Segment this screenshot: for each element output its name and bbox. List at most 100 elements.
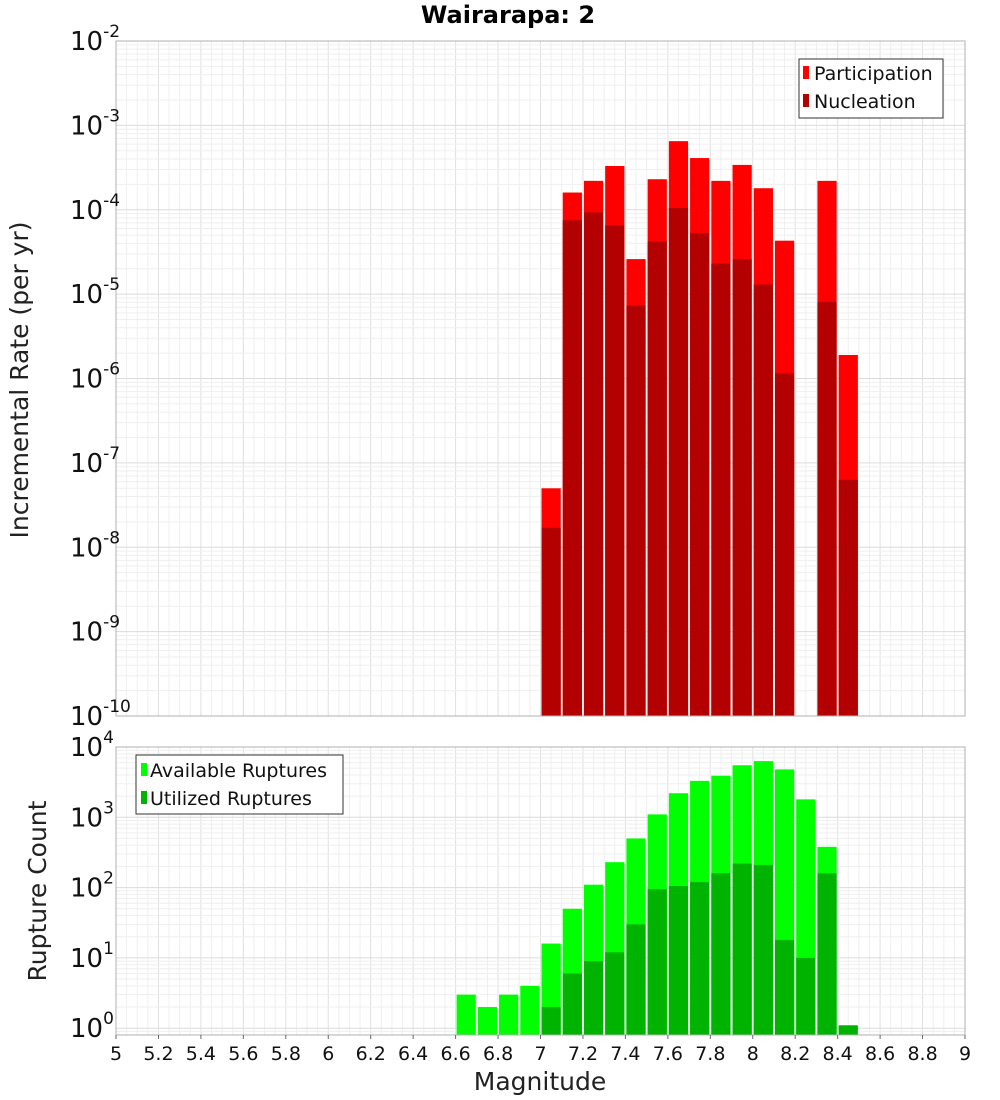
x-tick-label: 8.2 — [780, 1043, 810, 1065]
x-tick-label: 6.4 — [398, 1043, 428, 1065]
count-bar-series-a — [456, 994, 476, 1035]
count-bar-series-a — [477, 1007, 498, 1035]
nucleation-legend-label: Nucleation — [814, 91, 916, 113]
tick-exponent: 0 — [103, 1009, 114, 1029]
x-tick-label: 5.4 — [186, 1043, 216, 1065]
rate-bar-series-b — [774, 373, 795, 716]
rate-bar-series-b — [541, 527, 561, 716]
x-tick-label: 8.8 — [907, 1043, 937, 1065]
tick-base: 10 — [70, 449, 103, 479]
count-bar-series-a — [520, 985, 540, 1035]
x-tick-label: 8.6 — [865, 1043, 895, 1065]
tick-base: 10 — [70, 196, 103, 226]
x-tick-label: 5.2 — [143, 1043, 173, 1065]
available-legend-label: Available Ruptures — [150, 760, 327, 782]
x-tick-label: 8 — [747, 1043, 759, 1065]
tick-exponent: 4 — [103, 728, 114, 748]
count-bar-series-b — [541, 1007, 561, 1035]
count-bars — [456, 761, 858, 1035]
x-tick-label: 8.4 — [823, 1043, 853, 1065]
rate-y-tick-label: 10-4 — [70, 191, 120, 226]
x-tick-label: 9 — [959, 1043, 971, 1065]
count-bar-series-b — [668, 886, 689, 1035]
rate-y-ticks: 10-210-310-410-510-610-710-810-910-10 — [70, 22, 131, 732]
count-bar-series-b — [774, 939, 795, 1035]
tick-base: 10 — [70, 365, 103, 395]
rate-y-tick-label: 10-9 — [70, 613, 120, 648]
tick-exponent: -7 — [103, 444, 120, 464]
tick-exponent: -9 — [103, 613, 120, 633]
count-x-ticks: 5 5.2 5.4 5.6 5.8 6 6.2 6.4 6.6 6.8 7 7.2 7.4 7.6 7.8 8… — [110, 1035, 971, 1065]
tick-exponent: -2 — [103, 22, 120, 42]
tick-exponent: 2 — [103, 869, 114, 889]
count-bar-series-b — [647, 889, 667, 1035]
tick-base: 10 — [70, 111, 103, 141]
count-y-tick-label: 101 — [70, 939, 114, 974]
x-tick-label: 6 — [322, 1043, 334, 1065]
tick-base: 10 — [70, 702, 103, 732]
rate-bar-series-b — [647, 241, 667, 717]
tick-base: 10 — [70, 1014, 103, 1044]
rate-panel: 10-210-310-410-510-610-710-810-910-10 In… — [5, 22, 966, 732]
count-bar-series-b — [690, 882, 710, 1035]
count-y-tick-label: 104 — [70, 728, 114, 763]
tick-base: 10 — [70, 27, 103, 57]
chart-title: Wairarapa: 2 — [421, 1, 595, 29]
count-bar-series-b — [605, 952, 625, 1035]
tick-base: 10 — [70, 874, 103, 904]
rate-bar-series-b — [711, 263, 731, 716]
tick-base: 10 — [70, 733, 103, 763]
count-bar-series-b — [753, 864, 773, 1035]
count-bar-series-b — [626, 924, 646, 1035]
rate-legend: Participation Nucleation — [798, 58, 944, 119]
count-y-tick-label: 103 — [70, 798, 114, 833]
x-tick-label: 6.6 — [440, 1043, 470, 1065]
tick-exponent: -4 — [103, 191, 120, 211]
tick-exponent: -10 — [103, 697, 131, 717]
rate-bar-series-b — [838, 479, 858, 716]
count-bar-series-a — [499, 994, 519, 1035]
rate-y-tick-label: 10-6 — [70, 360, 120, 395]
rate-bar-series-b — [732, 259, 752, 716]
x-tick-label: 5 — [110, 1043, 122, 1065]
count-bar-series-b — [732, 863, 752, 1035]
rate-bars — [541, 141, 858, 717]
count-y-axis-label: Rupture Count — [23, 800, 52, 981]
tick-base: 10 — [70, 618, 103, 648]
rate-y-tick-label: 10-7 — [70, 444, 120, 479]
tick-base: 10 — [70, 803, 103, 833]
rate-bar-series-b — [817, 301, 837, 716]
tick-base: 10 — [70, 280, 103, 310]
x-tick-label: 7.4 — [610, 1043, 640, 1065]
utilized-legend-label: Utilized Ruptures — [150, 788, 312, 810]
rate-y-axis-label: Incremental Rate (per yr) — [5, 222, 34, 539]
rate-y-tick-label: 10-10 — [70, 697, 131, 732]
rate-bar-series-b — [753, 284, 773, 716]
count-y-tick-label: 100 — [70, 1009, 114, 1044]
rate-bar-series-b — [690, 233, 710, 716]
rate-bar-series-b — [605, 225, 625, 716]
x-tick-label: 7.6 — [653, 1043, 683, 1065]
x-tick-label: 5.6 — [228, 1043, 258, 1065]
count-bar-series-b — [796, 957, 816, 1035]
count-y-tick-label: 102 — [70, 869, 114, 904]
rate-y-tick-label: 10-3 — [70, 106, 120, 141]
x-tick-label: 7.2 — [568, 1043, 598, 1065]
rate-bar-series-b — [562, 220, 582, 717]
participation-legend-swatch — [803, 66, 809, 79]
tick-exponent: -8 — [103, 528, 120, 548]
count-legend-box — [135, 754, 344, 815]
tick-exponent: 1 — [103, 939, 114, 959]
tick-exponent: -5 — [103, 275, 120, 295]
rate-bar-series-b — [626, 305, 646, 716]
x-tick-label: 7.8 — [695, 1043, 725, 1065]
rate-grid — [115, 40, 966, 717]
tick-base: 10 — [70, 533, 103, 563]
rate-bar-series-b — [668, 207, 689, 716]
tick-exponent: -3 — [103, 106, 120, 126]
x-tick-label: 6.2 — [356, 1043, 386, 1065]
available-legend-swatch — [141, 763, 147, 776]
